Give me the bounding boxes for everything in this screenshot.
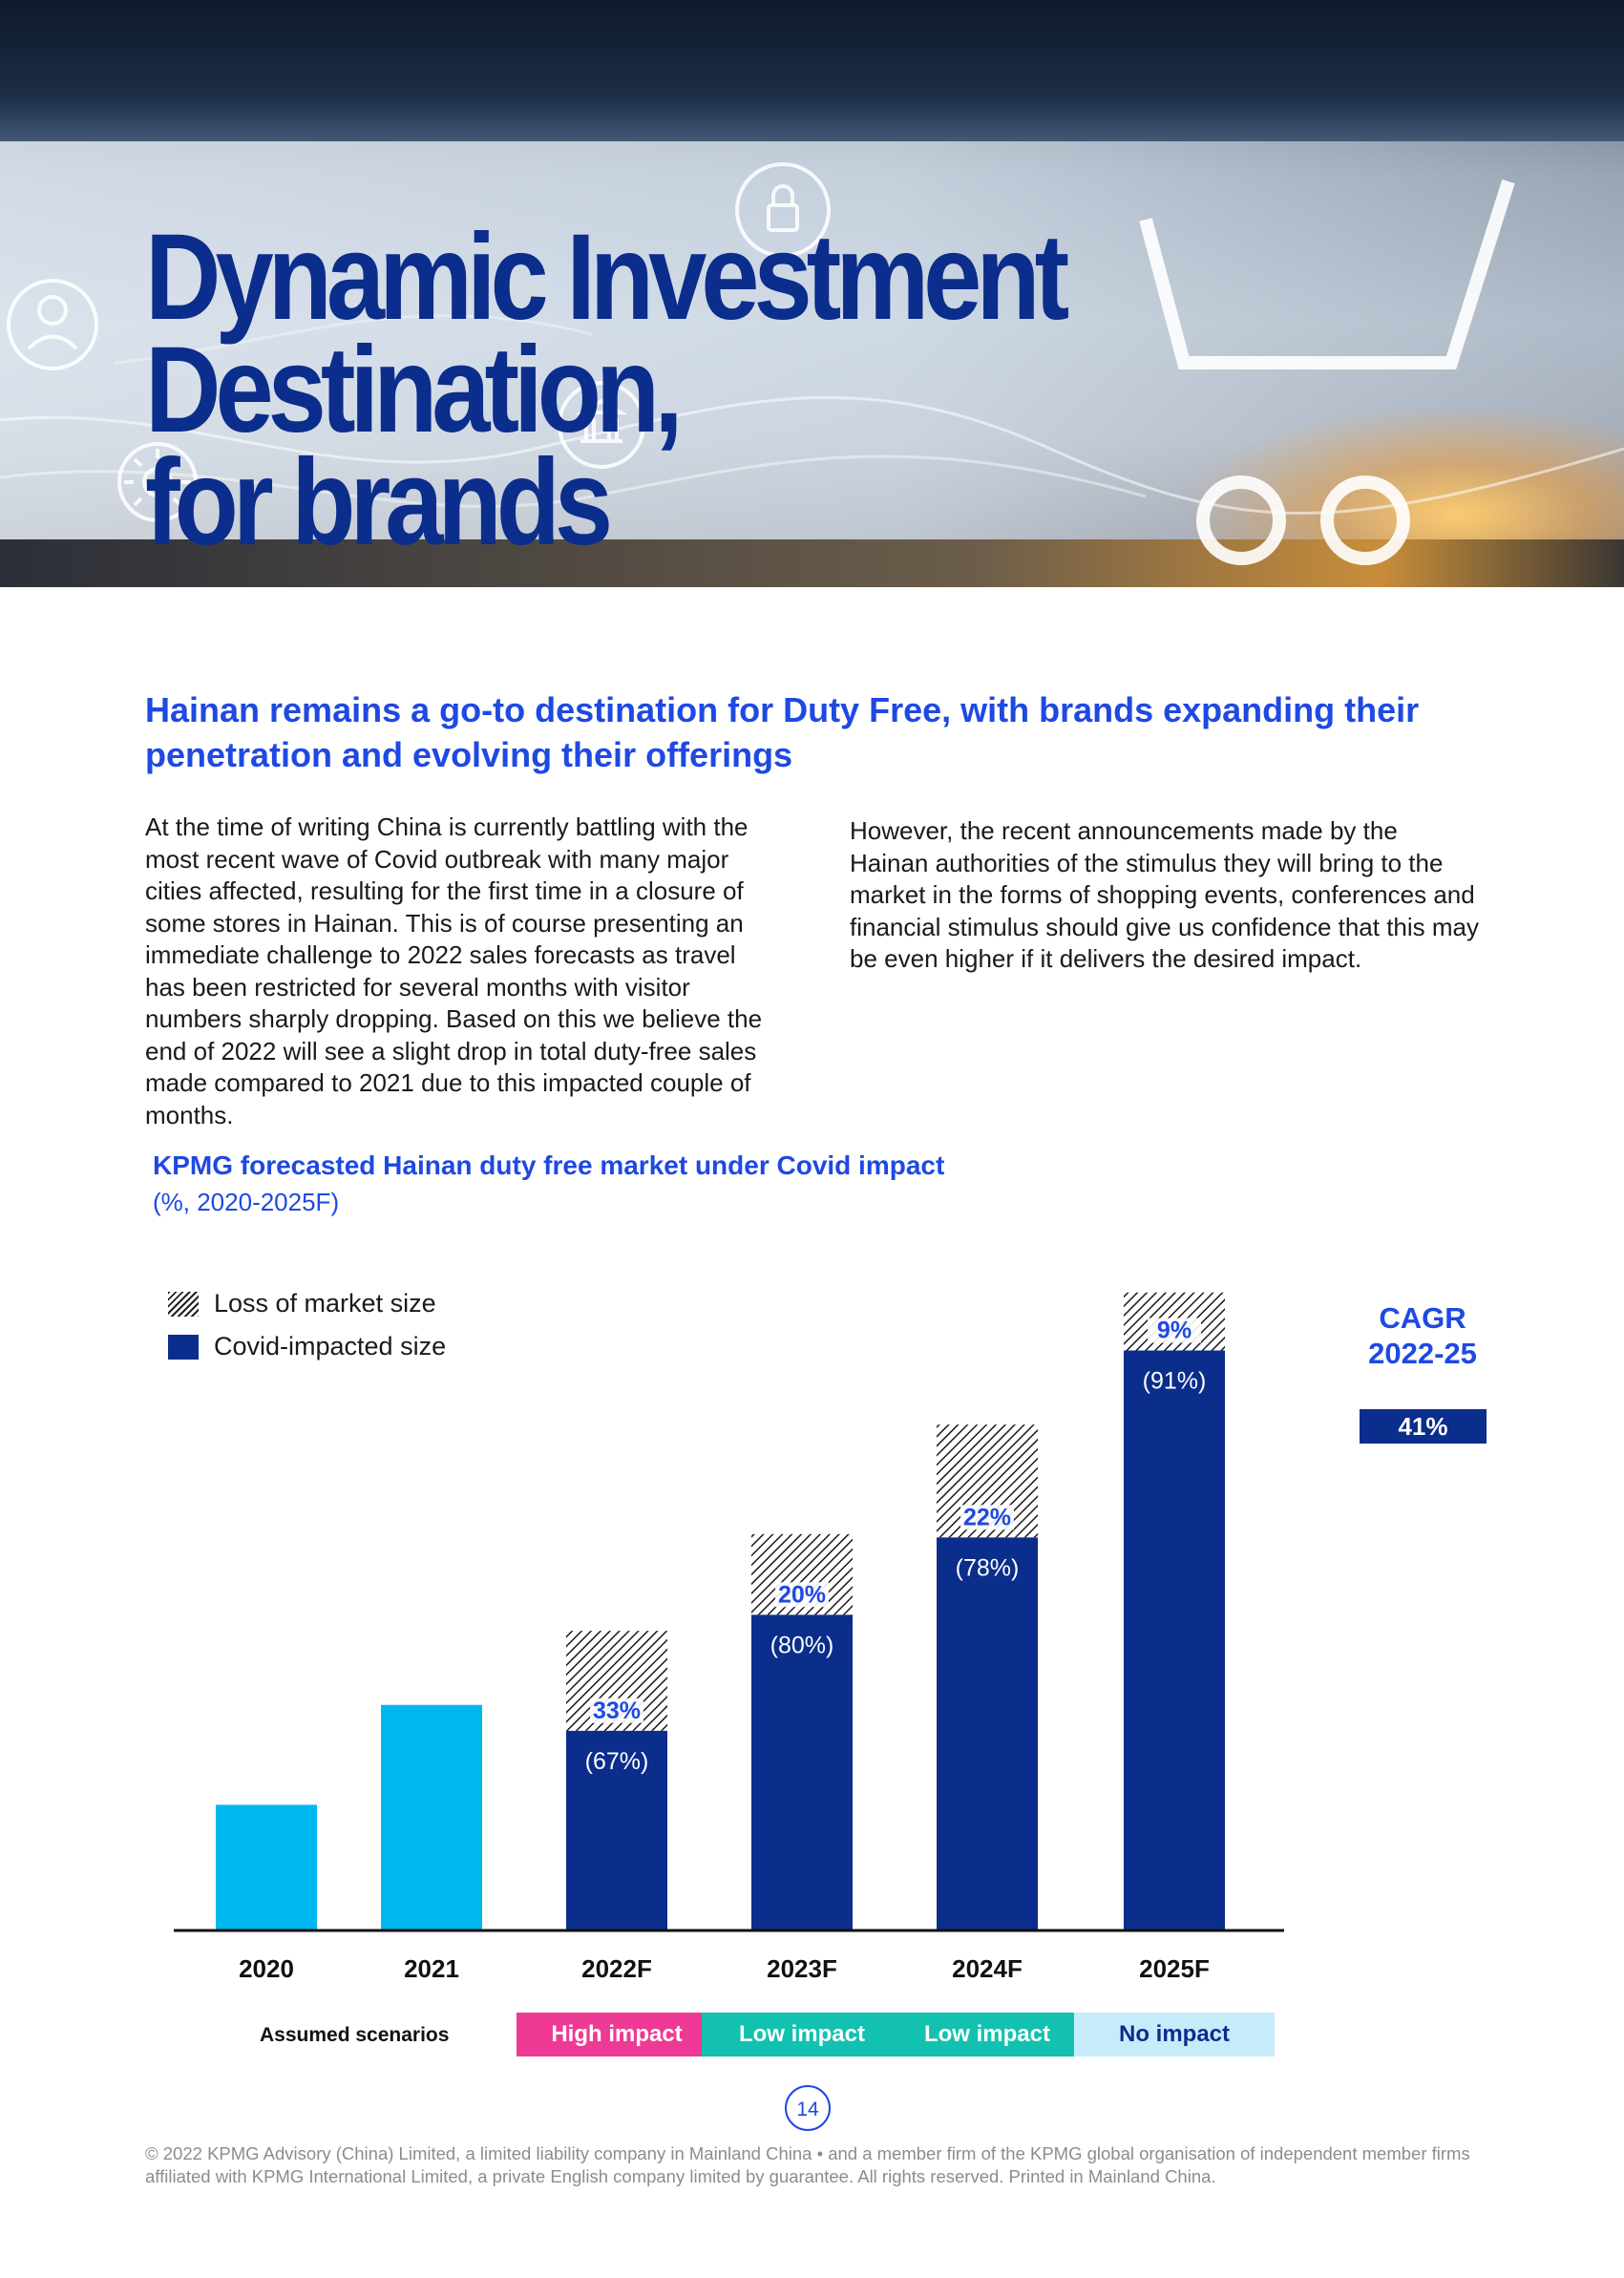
scenario-badge-2022F: High impact (517, 2013, 717, 2057)
page-title: Dynamic Investment Destination, for bran… (145, 209, 1607, 571)
bar-impacted-2025F (1124, 1350, 1225, 1930)
body-text-left: At the time of writing China is currentl… (145, 812, 763, 1129)
legend-item-impacted: Covid-impacted size (168, 1332, 446, 1361)
bar-label-bg-2025F (1148, 1318, 1201, 1343)
footer-copyright: © 2022 KPMG Advisory (China) Limited, a … (145, 2143, 1470, 2186)
x-tick-label-2022F: 2022F (581, 1954, 652, 1983)
hero-decoration (0, 162, 1624, 565)
cagr-value: 41% (1360, 1409, 1487, 1444)
hero-banner: Dynamic Investment Destination, for bran… (0, 0, 1624, 587)
x-tick-label-2023F: 2023F (767, 1954, 837, 1983)
bar-impacted-2022F (566, 1730, 667, 1930)
title-line-2: for brands (145, 434, 613, 571)
x-tick-label-2020: 2020 (239, 1954, 294, 1983)
chart-subtitle: (%, 2020-2025F) (153, 1188, 340, 1216)
x-tick-label-2025F: 2025F (1139, 1954, 1210, 1983)
legend-item-loss: Loss of market size (168, 1289, 436, 1318)
bar-label-impacted-2023F: (80%) (770, 1632, 834, 1658)
scenario-badge-2025F: No impact (1074, 2013, 1275, 2057)
x-tick-label-2021: 2021 (404, 1954, 459, 1983)
legend-swatch-solid (168, 1334, 199, 1360)
legend-label-impacted: Covid-impacted size (214, 1332, 447, 1360)
cagr-label-line-1: CAGR (1379, 1301, 1466, 1335)
user-icon (7, 279, 98, 370)
bar-impacted-2020 (216, 1804, 317, 1930)
lock-icon (735, 162, 831, 258)
scenario-badge-2024F: Low impact (887, 2013, 1087, 2057)
cagr-label: CAGR 2022-25 (1341, 1300, 1504, 1371)
scenario-badge-2023F: Low impact (702, 2013, 902, 2057)
shopping-cart-icon (1139, 179, 1515, 565)
bar-label-impacted-2022F: (67%) (585, 1748, 649, 1775)
page-number: 14 (785, 2085, 831, 2131)
chart-title: KPMG forecasted Hainan duty free market … (153, 1150, 945, 1180)
bar-label-impacted-2025F: (91%) (1143, 1368, 1207, 1395)
bar-impacted-2023F (751, 1614, 853, 1930)
bar-label-bg-2022F (590, 1698, 643, 1723)
bank-icon (558, 381, 645, 469)
gear-icon (117, 442, 198, 522)
cagr-label-line-2: 2022-25 (1368, 1337, 1477, 1370)
bar-label-impacted-2024F: (78%) (956, 1554, 1020, 1581)
bar-label-loss-2022F: 33% (593, 1698, 641, 1724)
x-tick-label-2024F: 2024F (952, 1954, 1023, 1983)
section-subheading: Hainan remains a go-to destination for D… (145, 690, 1420, 774)
legend-label-loss: Loss of market size (214, 1289, 436, 1318)
bar-impacted-2024F (937, 1537, 1038, 1930)
bar-impacted-2021 (381, 1704, 482, 1930)
bar-label-bg-2023F (775, 1582, 829, 1608)
body-text-right: However, the recent announcements made b… (850, 816, 1480, 973)
title-line-1: Dynamic Investment Destination, (145, 209, 1069, 458)
bar-label-bg-2024F (960, 1505, 1014, 1530)
bar-label-loss-2024F: 22% (963, 1504, 1011, 1530)
bar-label-loss-2023F: 20% (778, 1581, 826, 1608)
scenarios-label: Assumed scenarios (260, 2024, 450, 2046)
legend-swatch-hatched (168, 1291, 199, 1317)
bar-label-loss-2025F: 9% (1157, 1318, 1192, 1344)
